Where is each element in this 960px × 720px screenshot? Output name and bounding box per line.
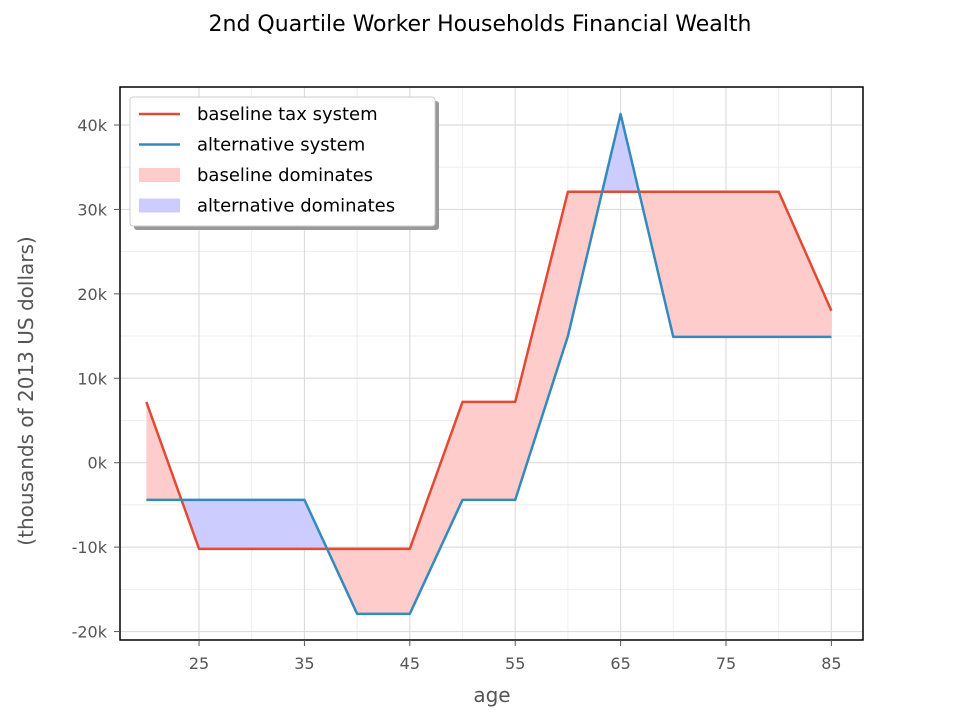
legend-alternative-dominates-swatch xyxy=(139,198,180,213)
x-tick-label: 65 xyxy=(610,654,630,673)
y-tick-label: -20k xyxy=(72,623,108,642)
baseline-dominates-area xyxy=(638,191,832,337)
x-tick-label: 45 xyxy=(400,654,420,673)
y-tick-label: 20k xyxy=(77,285,107,304)
x-tick-label: 75 xyxy=(716,654,736,673)
alternative-series-line xyxy=(146,112,832,616)
alternative-dominates-area xyxy=(602,114,639,192)
y-tick-label: 0k xyxy=(88,454,108,473)
legend-baseline-label: baseline tax system xyxy=(197,104,378,125)
chart-title: 2nd Quartile Worker Households Financial… xyxy=(209,12,752,37)
x-axis-label: age xyxy=(473,683,510,707)
baseline-series-line xyxy=(145,190,833,551)
ticks: 25 35 45 55 65 75 85 -20k -10k 0k 10k 20k 30k 40k xyxy=(72,116,842,673)
x-tick-label: 35 xyxy=(294,654,314,673)
y-tick-label: 40k xyxy=(77,116,107,135)
y-tick-label: 10k xyxy=(77,369,107,388)
y-axis-label: (thousands of 2013 US dollars) xyxy=(14,236,38,545)
x-tick-label: 85 xyxy=(821,654,841,673)
x-tick-label: 25 xyxy=(189,654,209,673)
legend-box xyxy=(129,96,436,227)
legend-baseline-dominates-label: baseline dominates xyxy=(197,165,373,186)
alternative-dominates-area xyxy=(181,499,328,549)
series-lines xyxy=(145,112,833,616)
y-tick-label: -10k xyxy=(72,538,108,557)
legend: baseline tax system alternative system bas… xyxy=(129,96,439,230)
legend-baseline-dominates-swatch xyxy=(139,168,180,182)
legend-alternative-label: alternative system xyxy=(197,135,365,156)
y-tick-label: 30k xyxy=(77,200,107,219)
x-tick-label: 55 xyxy=(505,654,525,673)
plot-frame xyxy=(119,86,864,641)
legend-alternative-dominates-label: alternative dominates xyxy=(197,196,395,217)
